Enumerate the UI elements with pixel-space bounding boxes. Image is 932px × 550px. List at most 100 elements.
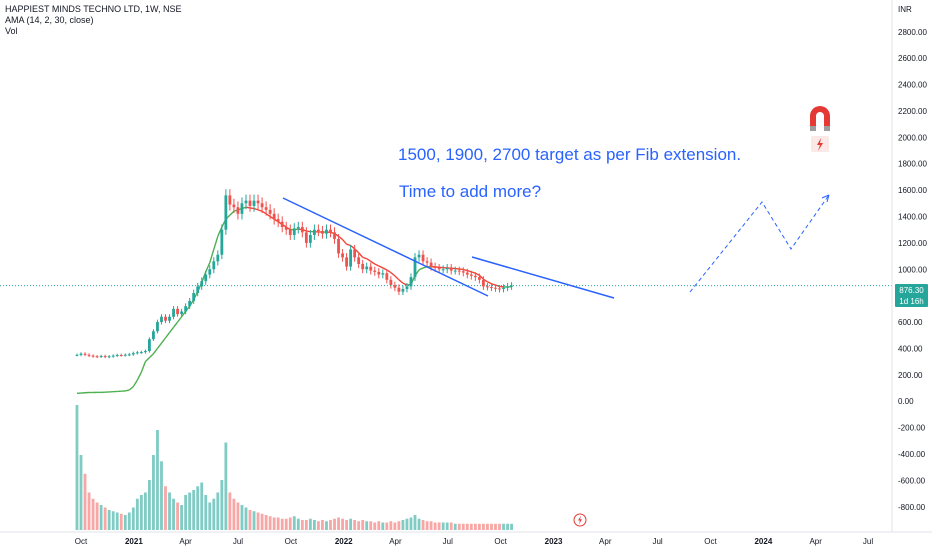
volume-bar bbox=[401, 520, 405, 530]
x-tick-label: Apr bbox=[599, 537, 612, 546]
volume-bar bbox=[192, 490, 196, 530]
x-tick-label: Jul bbox=[233, 537, 243, 546]
candle-body bbox=[252, 200, 256, 206]
volume-bar bbox=[486, 523, 489, 530]
y-tick-label: 1600.00 bbox=[898, 186, 927, 195]
magnet-icon[interactable] bbox=[806, 104, 834, 154]
last-price-tag: 876.30 1d 16h bbox=[895, 284, 928, 307]
y-tick-label: 2000.00 bbox=[898, 133, 927, 142]
bar-countdown: 1d 16h bbox=[899, 297, 924, 306]
volume-bar bbox=[228, 492, 232, 530]
ama-segment bbox=[168, 326, 175, 334]
candle-body bbox=[445, 267, 449, 270]
candle-body bbox=[317, 229, 320, 231]
ama-segment bbox=[160, 337, 167, 344]
trendline-2 bbox=[471, 256, 615, 299]
candle-body bbox=[200, 281, 204, 287]
candle-body bbox=[232, 204, 236, 208]
candle-body bbox=[365, 266, 369, 270]
volume-bar bbox=[256, 512, 260, 530]
candle-body bbox=[288, 229, 292, 235]
ama-segment bbox=[177, 316, 183, 323]
volume-bar bbox=[135, 498, 139, 530]
candle-body bbox=[236, 207, 240, 214]
ama-segment bbox=[499, 285, 504, 288]
candle-body bbox=[119, 355, 123, 357]
ama-segment bbox=[386, 269, 392, 274]
candle-body bbox=[156, 322, 159, 332]
volume-bar bbox=[95, 502, 99, 530]
y-tick-label: 1800.00 bbox=[898, 160, 927, 169]
volume-bar bbox=[264, 515, 268, 530]
candle-body bbox=[353, 249, 357, 258]
candle-body bbox=[449, 267, 453, 271]
ama-segment bbox=[209, 249, 215, 263]
volume-bar bbox=[377, 521, 381, 530]
y-tick-label: -600.00 bbox=[898, 476, 926, 485]
candle-body bbox=[208, 269, 212, 275]
indicator-label[interactable]: AMA (14, 2, 30, close) bbox=[5, 15, 94, 25]
target-annotation[interactable]: 1500, 1900, 2700 target as per Fib exten… bbox=[398, 145, 742, 164]
symbol-label[interactable]: HAPPIEST MINDS TECHNO LTD, 1W, NSE bbox=[5, 4, 182, 14]
volume-label[interactable]: Vol bbox=[5, 26, 18, 36]
volume-bar bbox=[457, 523, 461, 530]
trendline-1 bbox=[282, 197, 489, 297]
candle-body bbox=[272, 213, 276, 220]
ama-segment bbox=[346, 243, 351, 247]
candle-body bbox=[341, 253, 344, 258]
candle-body bbox=[373, 270, 377, 272]
candle-body bbox=[99, 356, 103, 358]
volume-bar bbox=[236, 502, 240, 530]
candle-body bbox=[482, 279, 485, 287]
ama-segment bbox=[487, 281, 492, 285]
volume-bar bbox=[461, 523, 465, 530]
volume-bar bbox=[280, 518, 284, 530]
volume-bar bbox=[232, 498, 236, 530]
volume-bar bbox=[87, 492, 91, 530]
candle-body bbox=[510, 285, 513, 287]
volume-bar bbox=[288, 517, 292, 530]
ama-segment bbox=[418, 267, 424, 271]
volume-bar bbox=[361, 520, 365, 530]
ama-segment bbox=[249, 207, 255, 210]
candle-body bbox=[83, 353, 87, 355]
ama-segment bbox=[140, 361, 147, 373]
volume-bar bbox=[224, 442, 228, 530]
candle-body bbox=[168, 316, 171, 321]
volume-bar bbox=[292, 516, 296, 530]
candle-body bbox=[433, 266, 437, 268]
candle-body bbox=[401, 289, 405, 292]
volume-bar bbox=[429, 521, 433, 530]
volume-bar bbox=[103, 507, 107, 530]
volume-bar bbox=[317, 521, 320, 530]
candle-body bbox=[498, 288, 501, 290]
ama-segment bbox=[306, 230, 311, 233]
candle-body bbox=[127, 354, 131, 356]
lightning-icon[interactable] bbox=[573, 513, 587, 527]
y-tick-label: -200.00 bbox=[898, 424, 926, 433]
candle-body bbox=[135, 352, 139, 354]
candle-body bbox=[393, 285, 397, 288]
candle-body bbox=[180, 311, 184, 315]
candle-body bbox=[240, 203, 244, 214]
candle-body bbox=[381, 273, 385, 275]
candle-body bbox=[131, 353, 135, 355]
volume-bar bbox=[196, 486, 200, 530]
x-tick-label: Oct bbox=[285, 537, 298, 546]
volume-bar bbox=[143, 492, 147, 530]
volume-bar bbox=[502, 523, 505, 530]
candle-body bbox=[321, 230, 324, 234]
volume-bar bbox=[337, 517, 340, 530]
volume-bar bbox=[244, 507, 248, 530]
volume-bar bbox=[381, 522, 385, 530]
candle-body bbox=[421, 254, 425, 262]
candle-body bbox=[502, 287, 505, 290]
price-axis: INR -800.00 -600.00 -400.00 -200.00 0.00 200.0… bbox=[891, 0, 927, 532]
volume-bar bbox=[353, 520, 357, 530]
candle-body bbox=[75, 354, 79, 356]
volume-bar bbox=[160, 461, 163, 530]
question-annotation[interactable]: Time to add more? bbox=[399, 182, 542, 201]
ama-segment bbox=[136, 371, 142, 381]
ama-segment bbox=[483, 278, 488, 283]
